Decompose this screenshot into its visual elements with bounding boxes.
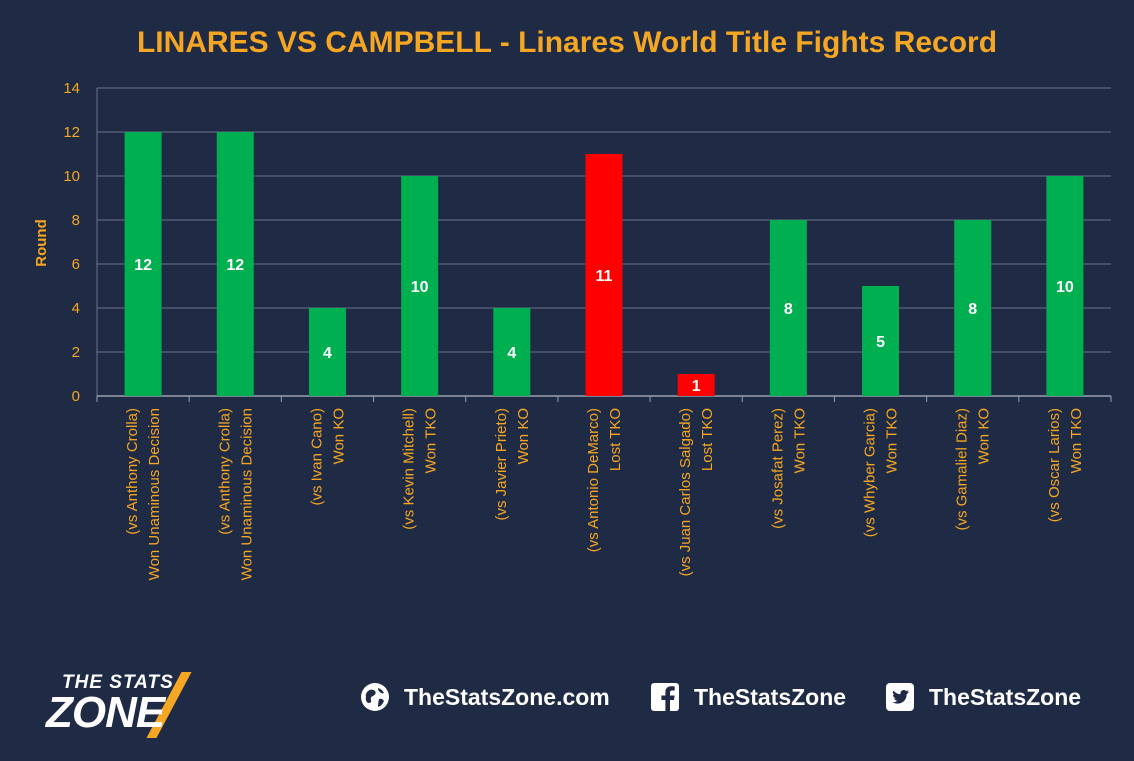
globe-icon <box>360 682 390 712</box>
x-tick-label: (vs Juan Carlos Salgado) Lost TKO <box>677 408 716 576</box>
y-tick-label: 6 <box>72 256 80 273</box>
data-label: 1 <box>692 378 701 395</box>
data-label: 10 <box>1056 279 1074 296</box>
x-tick-label: (vs Josafat Perez) Won TKO <box>769 408 808 529</box>
facebook-icon <box>650 682 680 712</box>
y-tick-label: 10 <box>63 168 80 185</box>
x-tick-label-line: (vs Anthony Crolla) <box>216 408 233 535</box>
logo-main-text: ZONE <box>46 688 165 737</box>
x-tick-label-line: (vs Kevin Mitchell) <box>401 408 418 530</box>
data-label: 11 <box>596 268 613 285</box>
website-link[interactable]: TheStatsZone.com <box>360 682 610 712</box>
x-tick-label-line: (vs Gamaliel Diaz) <box>954 408 971 531</box>
x-tick-label-line: (vs Anthony Crolla) <box>124 408 141 535</box>
x-tick-label-line: (vs Whyber Garcia) <box>862 408 879 537</box>
data-label: 8 <box>968 301 977 318</box>
x-tick-label: (vs Oscar Larios) Won TKO <box>1046 408 1085 522</box>
x-tick-label-line: Won TKO <box>1068 408 1085 473</box>
stats-zone-logo: THE STATS ZONE <box>44 668 244 738</box>
x-tick-label: (vs Whyber Garcia) Won TKO <box>862 408 901 537</box>
x-tick-label-line: Won KO <box>515 408 532 464</box>
bar <box>1046 176 1084 396</box>
y-tick-label: 2 <box>72 344 80 361</box>
x-tick-label-line: Won KO <box>976 408 993 464</box>
y-tick-label: 8 <box>72 212 80 229</box>
y-tick-label: 0 <box>72 388 80 405</box>
data-label: 10 <box>411 279 429 296</box>
x-tick-label-line: Won Unaminous Decision <box>146 408 163 580</box>
website-text: TheStatsZone.com <box>404 683 610 710</box>
bar <box>862 286 900 396</box>
bar <box>308 308 346 396</box>
data-label: 5 <box>876 334 885 351</box>
x-tick-label-line: Won TKO <box>791 408 808 473</box>
x-tick-label-line: Won Unaminous Decision <box>238 408 255 580</box>
facebook-link[interactable]: TheStatsZone <box>650 682 846 712</box>
y-axis-ticks: 0 2 4 6 8 10 12 14 <box>63 80 80 405</box>
x-tick-label-line: (vs Antonio DeMarco) <box>585 408 602 552</box>
x-tick-label-line: Lost TKO <box>607 408 624 471</box>
bar <box>401 176 439 396</box>
x-tick-label: (vs Anthony Crolla) Won Unaminous Decisio… <box>216 408 255 580</box>
bar <box>585 154 623 396</box>
x-tick-label: (vs Antonio DeMarco) Lost TKO <box>585 408 624 552</box>
x-tick-label-line: Lost TKO <box>699 408 716 471</box>
chart-title: LINARES VS CAMPBELL - Linares World Titl… <box>137 26 997 59</box>
logo-top-text: THE STATS <box>62 672 174 693</box>
twitter-icon <box>885 682 915 712</box>
x-tick-label-line: (vs Juan Carlos Salgado) <box>677 408 694 576</box>
y-tick-label: 14 <box>63 80 80 97</box>
data-label: 8 <box>784 301 793 318</box>
x-tick-label-line: Won KO <box>330 408 347 464</box>
twitter-link[interactable]: TheStatsZone <box>885 682 1081 712</box>
y-tick-label: 4 <box>72 300 80 317</box>
bar <box>216 132 254 396</box>
x-tick-label-line: (vs Josafat Perez) <box>769 408 786 529</box>
data-label: 4 <box>323 345 332 362</box>
facebook-text: TheStatsZone <box>694 683 847 710</box>
x-tick-label-line: Won TKO <box>884 408 901 473</box>
y-axis-label: Round <box>33 219 50 266</box>
x-tick-label: (vs Ivan Cano) Won KO <box>308 408 347 506</box>
x-tick-label: (vs Gamaliel Diaz) Won KO <box>954 408 993 531</box>
x-tick-label-line: Won TKO <box>423 408 440 473</box>
data-label: 12 <box>134 257 152 274</box>
bar <box>124 132 162 396</box>
twitter-text: TheStatsZone <box>929 683 1082 710</box>
data-label: 4 <box>507 345 516 362</box>
x-tick-label: (vs Javier Prieto) Won KO <box>493 408 532 521</box>
x-tick-label: (vs Kevin Mitchell) Won TKO <box>401 408 440 530</box>
bar <box>769 220 807 396</box>
bar <box>677 374 715 396</box>
x-axis-ticks: (vs Anthony Crolla) Won Unaminous Decisio… <box>124 408 1085 580</box>
footer: THE STATS ZONE TheStatsZone.com TheStats… <box>0 660 1134 750</box>
bar <box>954 220 992 396</box>
x-tick-label-line: (vs Ivan Cano) <box>308 408 325 506</box>
bar <box>493 308 531 396</box>
y-tick-label: 12 <box>63 124 80 141</box>
x-tick-label-line: (vs Javier Prieto) <box>493 408 510 521</box>
x-tick-label: (vs Anthony Crolla) Won Unaminous Decisio… <box>124 408 163 580</box>
data-label: 12 <box>226 257 244 274</box>
x-tick-label-line: (vs Oscar Larios) <box>1046 408 1063 522</box>
